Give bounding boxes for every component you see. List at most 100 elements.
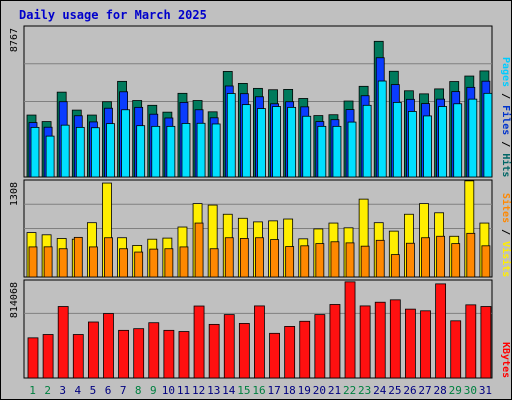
bar-sites-22 [345, 242, 355, 278]
bar-pages-19 [302, 115, 312, 178]
panel-top: 8767 Pages / Files / Hits [9, 25, 512, 178]
bar-pages-5 [90, 127, 100, 178]
legend-part-0: KBytes [500, 342, 511, 378]
x-tick-label-24: 24 [373, 384, 387, 397]
x-tick-label-30: 30 [464, 384, 477, 397]
bar-kbytes-22 [344, 281, 356, 379]
x-tick-label-3: 3 [59, 384, 66, 397]
legend-part-3: / [500, 135, 511, 153]
x-tick-label-9: 9 [150, 384, 157, 397]
max-label-top: 8767 [9, 28, 20, 52]
x-tick-label-8: 8 [135, 384, 142, 397]
bar-sites-21 [330, 241, 340, 278]
x-tick-label-6: 6 [105, 384, 112, 397]
bar-kbytes-20 [314, 314, 326, 379]
bar-sites-7 [119, 248, 128, 278]
x-tick-label-10: 10 [162, 384, 175, 397]
bar-pages-3 [60, 124, 70, 178]
x-tick-label-4: 4 [75, 384, 82, 397]
bar-sites-12 [194, 222, 204, 278]
bar-sites-3 [58, 248, 68, 278]
bar-sites-29 [451, 243, 461, 278]
bar-sites-30 [466, 232, 476, 278]
bar-kbytes-19 [299, 320, 311, 379]
legend-part-2: Files [500, 105, 512, 135]
bar-pages-20 [317, 125, 327, 178]
legend-part-0: Pages [500, 57, 511, 87]
bar-sites-14 [224, 237, 234, 278]
bar-kbytes-7 [118, 329, 129, 379]
bar-kbytes-26 [405, 308, 416, 379]
legend-bottom: KBytes [500, 342, 511, 378]
x-tick-label-28: 28 [434, 384, 447, 397]
bar-sites-27 [421, 237, 430, 278]
bar-pages-17 [272, 106, 281, 178]
bar-pages-12 [196, 122, 206, 178]
bar-sites-23 [360, 245, 370, 278]
bar-sites-11 [179, 246, 189, 278]
x-tick-label-14: 14 [222, 384, 236, 397]
bar-kbytes-6 [103, 313, 114, 379]
bar-sites-31 [481, 245, 491, 278]
bar-sites-25 [390, 254, 400, 278]
bar-pages-24 [377, 80, 387, 178]
bar-kbytes-14 [223, 314, 235, 379]
bar-pages-7 [121, 109, 130, 178]
bar-sites-24 [375, 239, 385, 278]
bar-kbytes-25 [389, 299, 401, 379]
bar-pages-13 [211, 123, 221, 178]
bar-pages-22 [347, 121, 357, 178]
legend-top: Pages / Files / Hits [500, 57, 512, 177]
bar-kbytes-2 [42, 334, 54, 379]
bar-sites-18 [285, 246, 295, 278]
x-tick-label-13: 13 [207, 384, 220, 397]
x-tick-label-1: 1 [29, 384, 36, 397]
bar-kbytes-24 [374, 301, 386, 379]
legend-middle: Sites / Visits [500, 193, 512, 277]
chart-title: Daily usage for March 2025 [19, 8, 207, 22]
bar-sites-5 [88, 246, 98, 278]
x-tick-label-29: 29 [449, 384, 462, 397]
bar-pages-30 [468, 98, 478, 178]
bar-sites-6 [104, 237, 113, 278]
bar-kbytes-8 [133, 328, 145, 379]
bar-kbytes-29 [450, 320, 462, 379]
bar-sites-10 [164, 248, 174, 278]
bar-sites-4 [73, 236, 83, 278]
bar-kbytes-11 [178, 331, 190, 379]
bar-kbytes-17 [269, 332, 280, 379]
bar-kbytes-12 [193, 305, 205, 379]
bar-pages-1 [30, 126, 40, 178]
bar-kbytes-4 [72, 334, 84, 379]
x-tick-label-11: 11 [177, 384, 190, 397]
x-tick-label-5: 5 [90, 384, 97, 397]
x-tick-label-21: 21 [328, 384, 341, 397]
bar-kbytes-30 [465, 304, 477, 379]
x-tick-label-18: 18 [283, 384, 296, 397]
max-label-middle: 1308 [9, 182, 20, 206]
x-tick-label-27: 27 [418, 384, 431, 397]
bar-pages-14 [226, 93, 236, 178]
bar-pages-31 [483, 92, 493, 178]
x-tick-label-20: 20 [313, 384, 326, 397]
bar-kbytes-1 [27, 337, 39, 379]
x-tick-label-12: 12 [192, 384, 205, 397]
x-tick-label-31: 31 [479, 384, 492, 397]
bar-pages-18 [287, 106, 297, 178]
bar-sites-15 [239, 238, 249, 278]
bar-kbytes-16 [254, 305, 265, 379]
bar-sites-1 [28, 246, 38, 278]
bar-sites-16 [255, 237, 264, 278]
bar-pages-2 [45, 135, 55, 178]
bar-sites-19 [300, 245, 310, 278]
bar-pages-4 [75, 126, 85, 178]
bar-pages-27 [423, 115, 432, 178]
bar-pages-21 [332, 125, 342, 178]
x-tick-label-7: 7 [120, 384, 127, 397]
bar-kbytes-5 [87, 321, 99, 379]
bar-kbytes-27 [420, 310, 431, 379]
bar-sites-13 [209, 248, 219, 278]
x-tick-label-26: 26 [403, 384, 416, 397]
bar-pages-11 [181, 123, 191, 178]
x-tick-label-19: 19 [298, 384, 311, 397]
